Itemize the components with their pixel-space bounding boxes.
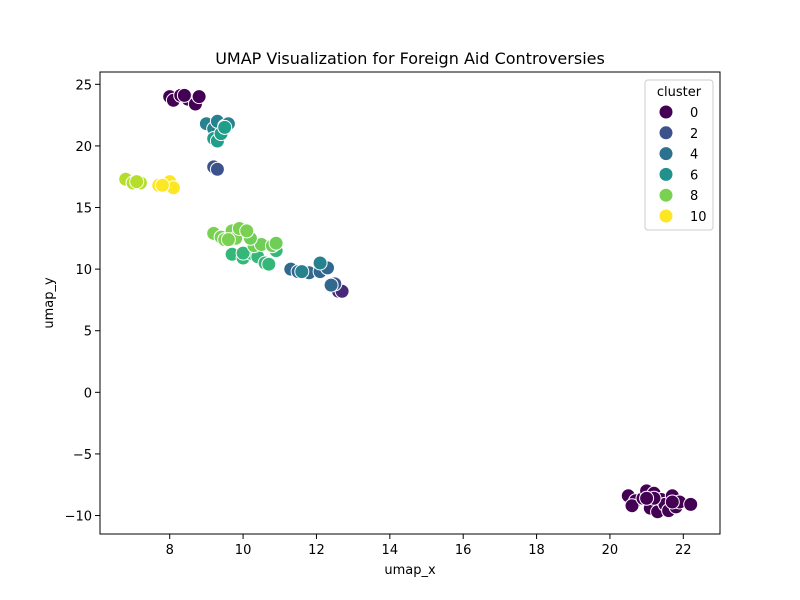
chart-title: UMAP Visualization for Foreign Aid Contr… (215, 49, 605, 68)
legend-label-4: 4 (690, 148, 698, 163)
x-tick-label-6: 20 (602, 543, 619, 558)
y-tick-label-0: −10 (65, 510, 92, 525)
legend-label-6: 6 (690, 168, 698, 183)
y-axis-ticks: −10 −5 0 5 10 15 20 25 (65, 78, 100, 525)
scatter-point-cluster-0-6 (176, 87, 192, 103)
legend-entries: 0 2 4 6 8 10 (658, 104, 707, 225)
points-layer (118, 87, 699, 520)
y-tick-label-6: 20 (75, 140, 92, 155)
x-tick-label-3: 14 (382, 543, 399, 558)
scatter-point-cluster-0-9 (624, 498, 640, 514)
legend-marker-8 (658, 187, 674, 203)
y-tick-label-5: 15 (75, 202, 92, 217)
legend-label-8: 8 (690, 189, 698, 204)
scatter-point-cluster-3-5 (323, 277, 339, 293)
x-axis-label: umap_x (384, 563, 436, 578)
legend: cluster 0 2 4 6 8 10 (644, 79, 714, 231)
legend-marker-0 (658, 104, 674, 120)
x-tick-label-4: 16 (455, 543, 472, 558)
legend-marker-10 (658, 208, 674, 224)
legend-marker-6 (658, 166, 674, 182)
scatter-point-cluster-8-7 (220, 232, 236, 248)
scatter-point-cluster-0-23 (664, 494, 680, 510)
y-axis-label: umap_y (42, 277, 57, 329)
x-axis-ticks: 8 10 12 14 16 18 20 22 (166, 534, 692, 558)
scatter-point-cluster-6-7 (235, 245, 251, 261)
plot-area-frame (99, 71, 721, 535)
legend-label-0: 0 (690, 106, 698, 121)
y-tick-label-4: 10 (75, 263, 92, 278)
legend-title: cluster (657, 85, 702, 100)
y-tick-label-7: 25 (75, 78, 92, 93)
scatter-point-cluster-6-5 (261, 256, 277, 272)
y-tick-label-1: −5 (73, 448, 92, 463)
y-tick-label-3: 5 (84, 325, 92, 340)
x-tick-label-5: 18 (528, 543, 545, 558)
scatter-point-cluster-0-5 (191, 89, 207, 105)
x-tick-label-0: 8 (166, 543, 174, 558)
legend-label-10: 10 (690, 210, 707, 225)
y-tick-label-2: 0 (84, 386, 92, 401)
scatter-point-cluster-2-3 (209, 161, 225, 177)
scatter-point-cluster-0-21 (683, 496, 699, 512)
scatter-point-cluster-0-24 (639, 490, 655, 506)
scatter-point-cluster-5-3 (217, 119, 233, 135)
legend-marker-4 (658, 146, 674, 162)
scatter-point-cluster-10-4 (154, 177, 170, 193)
scatter-point-cluster-9-3 (129, 174, 145, 190)
scatter-point-cluster-4-6 (312, 255, 328, 271)
legend-box (644, 79, 714, 231)
x-tick-label-1: 10 (235, 543, 252, 558)
x-tick-label-2: 12 (308, 543, 325, 558)
x-tick-label-7: 22 (675, 543, 692, 558)
scatter-point-cluster-8-6 (239, 223, 255, 239)
scatter-point-cluster-4-7 (294, 264, 310, 280)
legend-marker-2 (658, 125, 674, 141)
scatter-point-cluster-7-3 (268, 235, 284, 251)
legend-label-2: 2 (690, 127, 698, 142)
